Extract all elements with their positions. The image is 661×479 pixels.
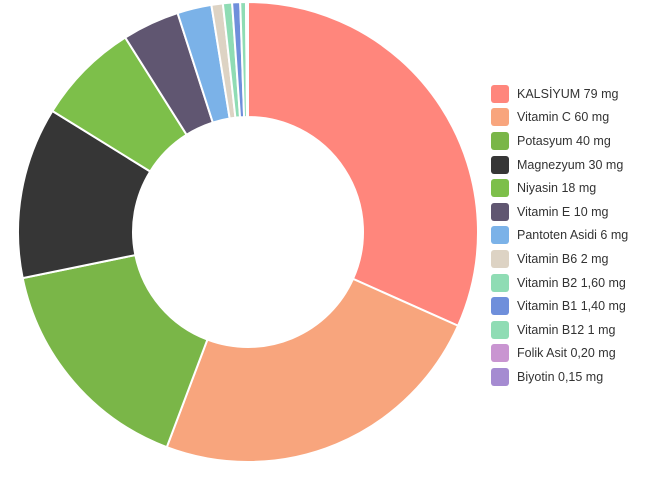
legend-item-8[interactable]: Vitamin B2 1,60 mg (491, 271, 628, 295)
legend-swatch (491, 108, 509, 127)
legend-swatch (491, 344, 509, 363)
legend-item-12[interactable]: Biyotin 0,15 mg (491, 365, 628, 389)
chart-legend: KALSİYUM 79 mg Vitamin C 60 mg Potasyum 40… (491, 82, 628, 389)
legend-item-7[interactable]: Vitamin B6 2 mg (491, 247, 628, 271)
legend-label: Vitamin B1 1,40 mg (517, 299, 626, 314)
legend-label: Pantoten Asidi 6 mg (517, 228, 629, 243)
legend-label: Biyotin 0,15 mg (517, 369, 604, 384)
legend-item-6[interactable]: Pantoten Asidi 6 mg (491, 224, 628, 248)
legend-label: Vitamin C 60 mg (517, 110, 610, 125)
legend-label: Vitamin B6 2 mg (517, 251, 609, 266)
legend-label: Vitamin B12 1 mg (517, 322, 616, 337)
legend-label: Vitamin B2 1,60 mg (517, 275, 626, 290)
legend-item-5[interactable]: Vitamin E 10 mg (491, 200, 628, 224)
legend-item-4[interactable]: Niyasin 18 mg (491, 176, 628, 200)
legend-swatch (491, 131, 509, 150)
legend-item-3[interactable]: Magnezyum 30 mg (491, 153, 628, 177)
legend-item-1[interactable]: Vitamin C 60 mg (491, 106, 628, 130)
legend-swatch (491, 297, 509, 316)
legend-label: Vitamin E 10 mg (517, 204, 609, 219)
legend-label: Folik Asit 0,20 mg (517, 346, 616, 361)
legend-label: Niyasin 18 mg (517, 181, 597, 196)
legend-item-10[interactable]: Vitamin B12 1 mg (491, 318, 628, 342)
donut-slice-1[interactable] (165, 277, 460, 463)
donut-slice-12[interactable] (246, 0, 249, 119)
donut-slice-2[interactable] (21, 253, 209, 449)
legend-swatch (491, 320, 509, 339)
legend-swatch (491, 226, 509, 245)
legend-label: Magnezyum 30 mg (517, 157, 624, 172)
legend-swatch (491, 84, 509, 103)
legend-swatch (491, 273, 509, 292)
legend-swatch (491, 179, 509, 198)
legend-item-2[interactable]: Potasyum 40 mg (491, 129, 628, 153)
legend-item-0[interactable]: KALSİYUM 79 mg (491, 82, 628, 106)
legend-swatch (491, 249, 509, 268)
legend-label: Potasyum 40 mg (517, 133, 611, 148)
legend-label: KALSİYUM 79 mg (517, 86, 619, 101)
legend-item-11[interactable]: Folik Asit 0,20 mg (491, 342, 628, 366)
donut-slice-0[interactable] (247, 0, 479, 328)
legend-swatch (491, 367, 509, 386)
legend-swatch (491, 155, 509, 174)
legend-item-9[interactable]: Vitamin B1 1,40 mg (491, 294, 628, 318)
legend-swatch (491, 202, 509, 221)
